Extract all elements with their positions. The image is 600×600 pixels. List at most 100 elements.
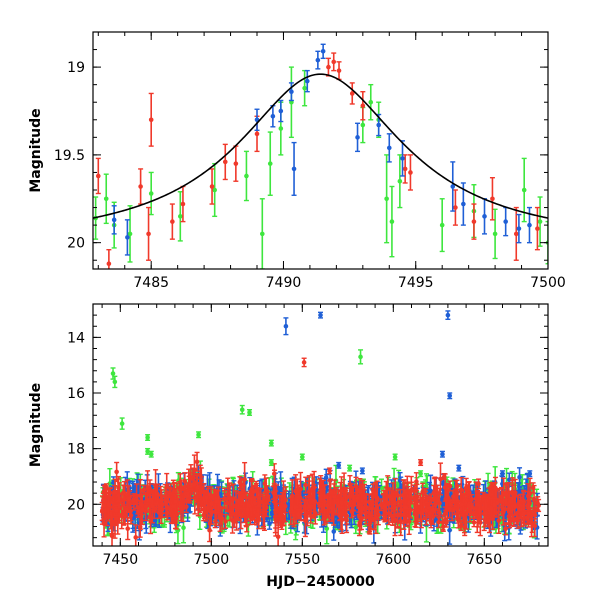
data-point-red (407, 154, 413, 191)
data-point-green (177, 191, 183, 242)
outlier-point-blue (439, 450, 445, 458)
data-point-red (237, 476, 243, 489)
x-tick-label: 7550 (284, 552, 320, 568)
top-panel: 7485 7490 7495 7500 19 19.5 20 Magnitude (28, 31, 566, 291)
data-point-blue (386, 133, 392, 163)
model-curve (93, 73, 548, 219)
data-point-green (537, 196, 543, 247)
outlier-point-green (268, 439, 274, 447)
outlier-point-green (119, 417, 125, 430)
outlier-point-red (301, 357, 307, 368)
outlier-point-green (347, 464, 353, 472)
outlier-point-green (299, 453, 305, 461)
data-point-red (489, 177, 495, 221)
data-point-blue (482, 198, 488, 235)
data-point-green (267, 131, 273, 196)
x-tick-label: 7500 (530, 275, 566, 291)
data-point-red (194, 451, 200, 472)
outlier-point-blue (445, 310, 451, 320)
data-point-red (106, 248, 112, 269)
data-point-red (222, 143, 228, 181)
data-point-green (302, 69, 308, 107)
data-point-red (513, 206, 519, 261)
top-frame (92, 31, 549, 270)
data-point-blue (503, 206, 509, 237)
data-point-blue (124, 219, 130, 256)
data-point-red (169, 203, 175, 240)
data-point-blue (275, 481, 281, 496)
y-tick-label: 19.5 (54, 148, 85, 164)
data-point-green (368, 83, 374, 121)
outlier-point-blue (283, 317, 289, 336)
x-tick-label: 7495 (398, 275, 434, 291)
data-point-red (402, 154, 408, 184)
y-tick-label: 18 (67, 442, 85, 458)
y-tick-label: 20 (67, 236, 85, 252)
data-point-blue (450, 161, 456, 212)
data-point-green (439, 198, 445, 253)
bottom-x-axis-label: HJD−2450000 (266, 574, 375, 590)
data-point-red (146, 206, 152, 261)
x-tick-label: 7500 (193, 552, 229, 568)
data-point-blue (267, 517, 273, 530)
outlier-point-green (358, 349, 364, 365)
outlier-point-green (418, 470, 424, 478)
data-point-red (331, 52, 337, 72)
data-point-green (148, 171, 154, 216)
x-tick-label: 7450 (102, 552, 138, 568)
bottom-plot-area (99, 310, 542, 546)
data-point-red (336, 61, 342, 81)
data-point-green (259, 198, 265, 269)
x-tick-label: 7600 (375, 552, 411, 568)
data-point-red (148, 92, 154, 147)
outlier-point-blue (447, 392, 453, 400)
top-plot-area (93, 43, 548, 269)
data-point-green (521, 157, 527, 223)
data-point-blue (291, 141, 297, 196)
data-point-green (127, 205, 133, 263)
y-tick-label: 14 (67, 330, 85, 346)
data-point-green (212, 162, 218, 218)
y-tick-label: 16 (67, 386, 85, 402)
outlier-point-blue (318, 311, 323, 319)
outlier-point-green (239, 404, 245, 415)
data-point-blue (111, 205, 117, 235)
outlier-point-blue (336, 461, 342, 469)
data-point-red (437, 462, 443, 496)
outlier-point-blue (359, 467, 365, 475)
y-tick-label: 20 (67, 497, 85, 513)
outlier-point-green (145, 434, 151, 441)
data-point-blue (270, 105, 276, 128)
data-point-green (492, 208, 498, 260)
bottom-y-axis-label: Magnitude (28, 383, 44, 467)
data-point-blue (278, 99, 284, 123)
data-point-blue (269, 495, 275, 516)
bottom-panel: 7450 7500 7550 7600 7650 14 16 18 20 Magnitude HJD… (28, 303, 549, 590)
data-point-red (95, 157, 101, 195)
data-point-blue (304, 69, 310, 93)
data-point-red (360, 90, 366, 121)
outlier-point-green (247, 409, 253, 416)
data-point-red (209, 168, 215, 205)
data-point-blue (315, 50, 321, 70)
data-point-green (384, 154, 390, 244)
data-point-red (534, 206, 540, 251)
data-point-red (349, 82, 355, 105)
data-point-blue (400, 140, 406, 177)
data-point-blue (355, 122, 361, 153)
x-tick-label: 7485 (133, 275, 169, 291)
y-tick-label: 19 (67, 60, 85, 76)
x-tick-label: 7490 (266, 275, 302, 291)
data-point-blue (288, 82, 294, 102)
data-point-red (452, 189, 458, 226)
outlier-point-red (418, 459, 424, 467)
outlier-point-green (392, 453, 398, 461)
data-point-blue (254, 108, 260, 132)
data-point-blue (320, 43, 326, 60)
data-point-red (471, 203, 477, 240)
data-point-green (389, 185, 395, 258)
data-point-red (233, 145, 239, 182)
data-point-red (138, 168, 144, 205)
outlier-point-green (196, 431, 202, 439)
